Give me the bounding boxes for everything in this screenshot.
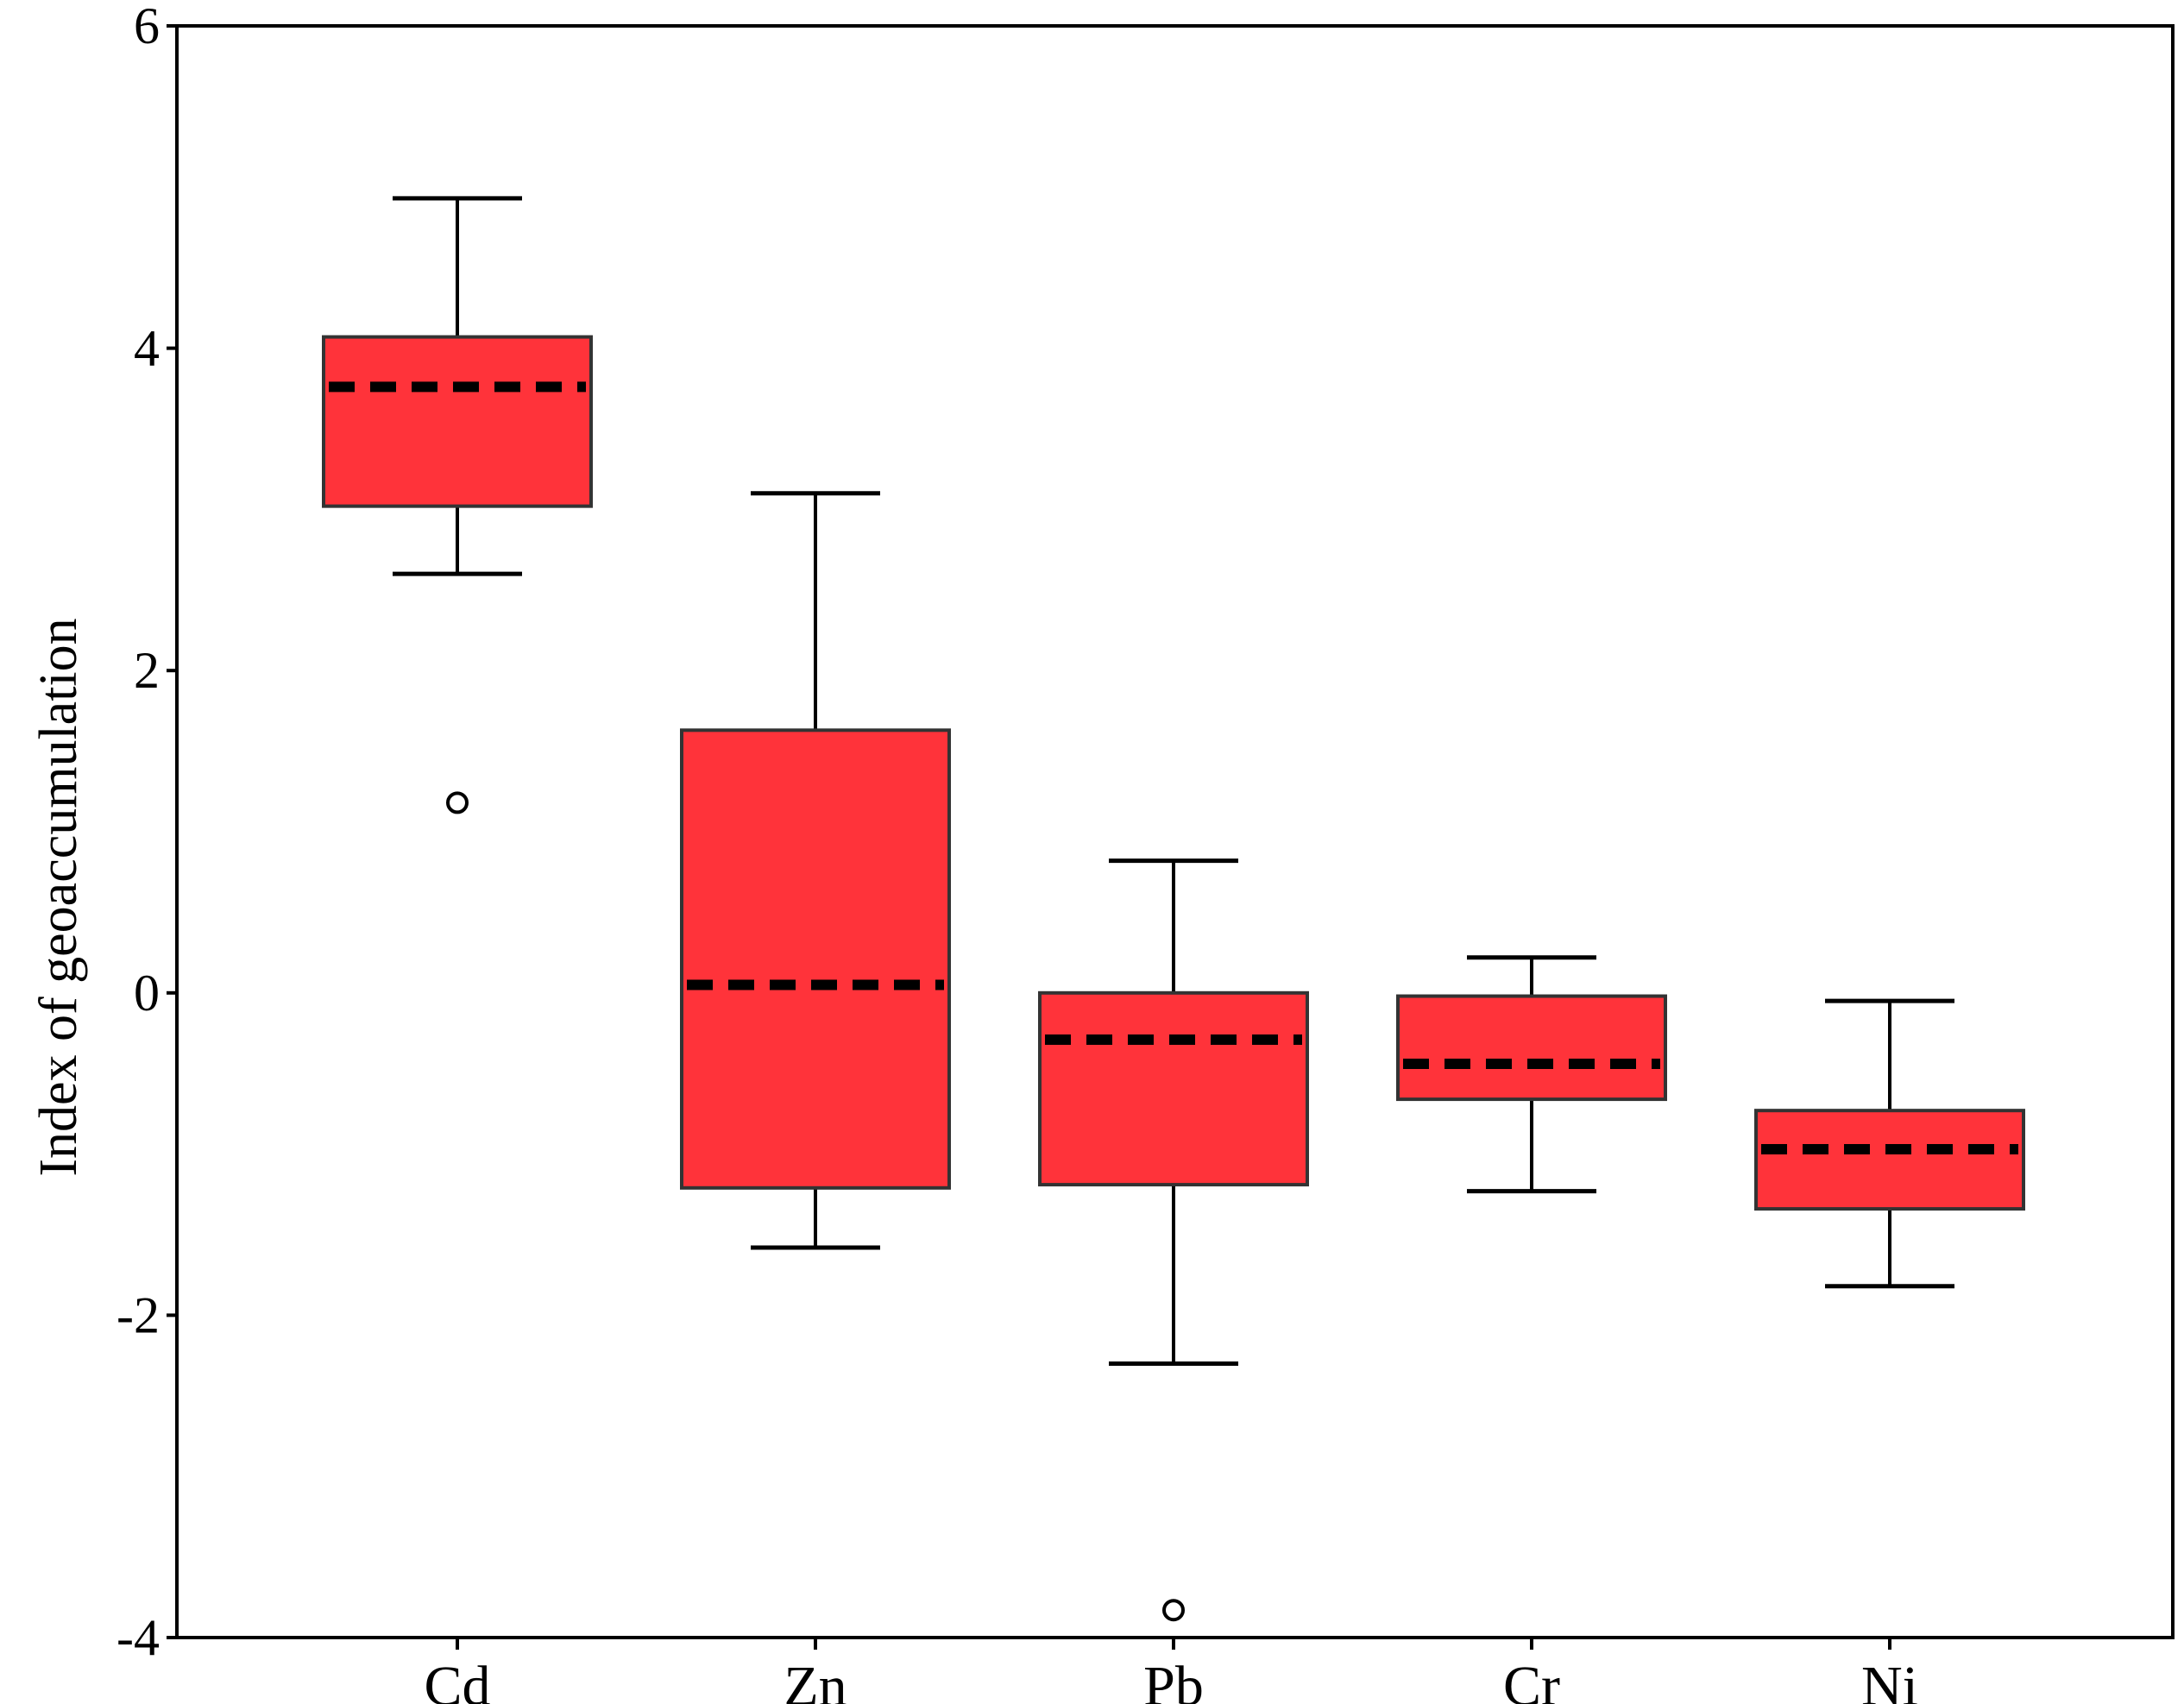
y-axis: 6 4 2 0 -2 -4 [116,0,177,1666]
x-tick-label: Cd [424,1655,490,1704]
y-tick-label: 6 [134,0,160,54]
iqr-box [1038,990,1309,1187]
x-axis: Cd Zn Pb Cr Ni [424,1638,1918,1704]
x-tick-label: Ni [1861,1655,1918,1704]
plot-frame [175,24,2175,1639]
box-zn [680,491,951,1250]
iqr-box [1396,994,1667,1102]
y-axis-title: Index of geoaccumulation [29,618,88,1176]
x-tick-label: Pb [1143,1655,1204,1704]
iqr-box [322,335,593,508]
y-tick-label: 2 [134,642,160,699]
boxes [322,196,2025,1622]
plot-area [175,24,2175,1639]
y-tick-label: 0 [134,965,160,1022]
iqr-box [680,728,951,1190]
box-ni [1754,998,2025,1289]
outlier-point [1162,1599,1185,1622]
box-pb [1038,858,1309,1622]
outlier-point [446,791,469,814]
box-cd [322,196,593,814]
y-tick-label: -4 [116,1609,160,1666]
x-tick-label: Cr [1503,1655,1560,1704]
y-tick-label: -2 [116,1286,160,1343]
box-cr [1396,955,1667,1194]
iqr-box [1754,1109,2025,1211]
y-tick-label: 4 [134,320,160,377]
x-tick-label: Zn [784,1655,847,1704]
